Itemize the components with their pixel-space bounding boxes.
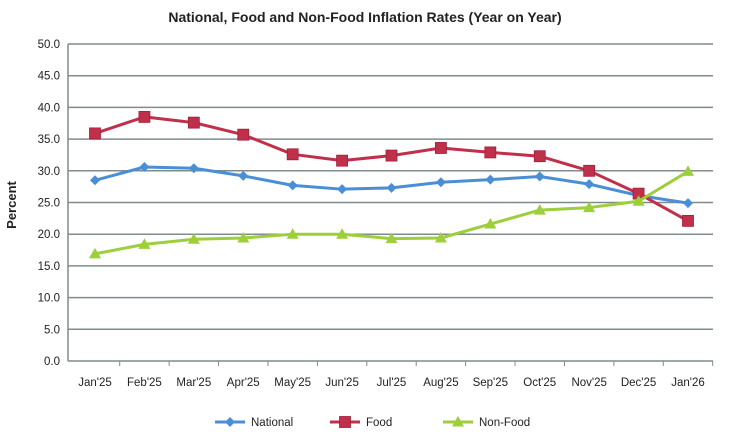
- series-non-food: [89, 165, 694, 259]
- data-point: [533, 204, 546, 215]
- data-point: [435, 177, 446, 188]
- legend-marker: [339, 416, 351, 428]
- data-point: [583, 201, 596, 213]
- data-point: [89, 127, 101, 140]
- data-point: [187, 116, 200, 129]
- x-tick-label: Mar'25: [176, 377, 211, 389]
- x-tick-label: Jan'26: [671, 377, 705, 389]
- data-point: [485, 174, 496, 185]
- data-point: [386, 182, 397, 193]
- series-national: [90, 161, 693, 209]
- data-point: [90, 175, 100, 186]
- x-tick-label: Sep'25: [473, 377, 508, 389]
- x-tick-label: Feb'25: [127, 377, 162, 389]
- data-point: [138, 238, 151, 249]
- y-tick-label: 25.0: [38, 198, 60, 210]
- data-point: [286, 228, 299, 239]
- y-tick-label: 0.0: [44, 356, 60, 368]
- y-tick-label: 20.0: [38, 229, 60, 241]
- y-tick-label: 35.0: [38, 134, 60, 146]
- data-point: [287, 180, 298, 191]
- data-point: [434, 232, 447, 243]
- y-tick-label: 30.0: [38, 166, 60, 178]
- data-point: [238, 170, 249, 181]
- y-tick-label: 5.0: [44, 324, 60, 336]
- x-tick-label: Jan'25: [78, 377, 112, 389]
- legend-marker: [225, 417, 235, 427]
- y-tick-label: 45.0: [38, 71, 60, 83]
- data-point: [89, 247, 101, 259]
- data-point: [188, 163, 199, 174]
- data-point: [682, 214, 694, 227]
- x-tick-label: Dec'25: [621, 377, 656, 389]
- y-tick-label: 15.0: [38, 261, 60, 273]
- x-tick-label: Oct'25: [523, 377, 556, 389]
- data-point: [237, 128, 250, 141]
- data-point: [682, 165, 694, 176]
- legend-label: Non-Food: [479, 417, 530, 429]
- legend-item: National: [215, 417, 293, 429]
- legend-label: National: [251, 417, 293, 429]
- x-tick-label: May'25: [274, 377, 311, 389]
- data-point: [336, 228, 349, 239]
- series-food: [89, 111, 694, 227]
- x-tick-label: Aug'25: [423, 377, 458, 389]
- data-point: [533, 150, 546, 163]
- data-point: [336, 154, 348, 167]
- data-point: [435, 142, 447, 154]
- data-point: [187, 233, 200, 244]
- data-point: [584, 179, 595, 190]
- y-axis-label: Percent: [4, 180, 19, 228]
- y-tick-label: 10.0: [38, 293, 60, 305]
- data-point: [484, 218, 497, 229]
- x-tick-label: Jun'25: [325, 377, 359, 389]
- x-tick-label: Jul'25: [377, 377, 407, 389]
- data-point: [484, 146, 497, 159]
- data-point: [385, 149, 398, 162]
- legend-item: Food: [330, 416, 392, 429]
- y-tick-label: 40.0: [38, 102, 60, 114]
- data-point: [534, 171, 545, 182]
- data-point: [139, 161, 150, 172]
- y-tick-label: 50.0: [38, 39, 60, 51]
- x-tick-label: Apr'25: [227, 377, 260, 389]
- x-tick-label: Nov'25: [571, 377, 606, 389]
- legend-label: Food: [366, 417, 392, 429]
- legend-marker: [452, 416, 464, 427]
- legend-item: Non-Food: [443, 416, 530, 429]
- chart-title: National, Food and Non-Food Inflation Ra…: [168, 9, 561, 25]
- data-point: [632, 195, 645, 206]
- data-point: [138, 111, 151, 123]
- data-point: [683, 198, 693, 209]
- data-point: [583, 164, 596, 177]
- data-point: [237, 232, 250, 243]
- data-point: [286, 148, 299, 161]
- data-point: [385, 232, 398, 244]
- data-point: [337, 184, 348, 195]
